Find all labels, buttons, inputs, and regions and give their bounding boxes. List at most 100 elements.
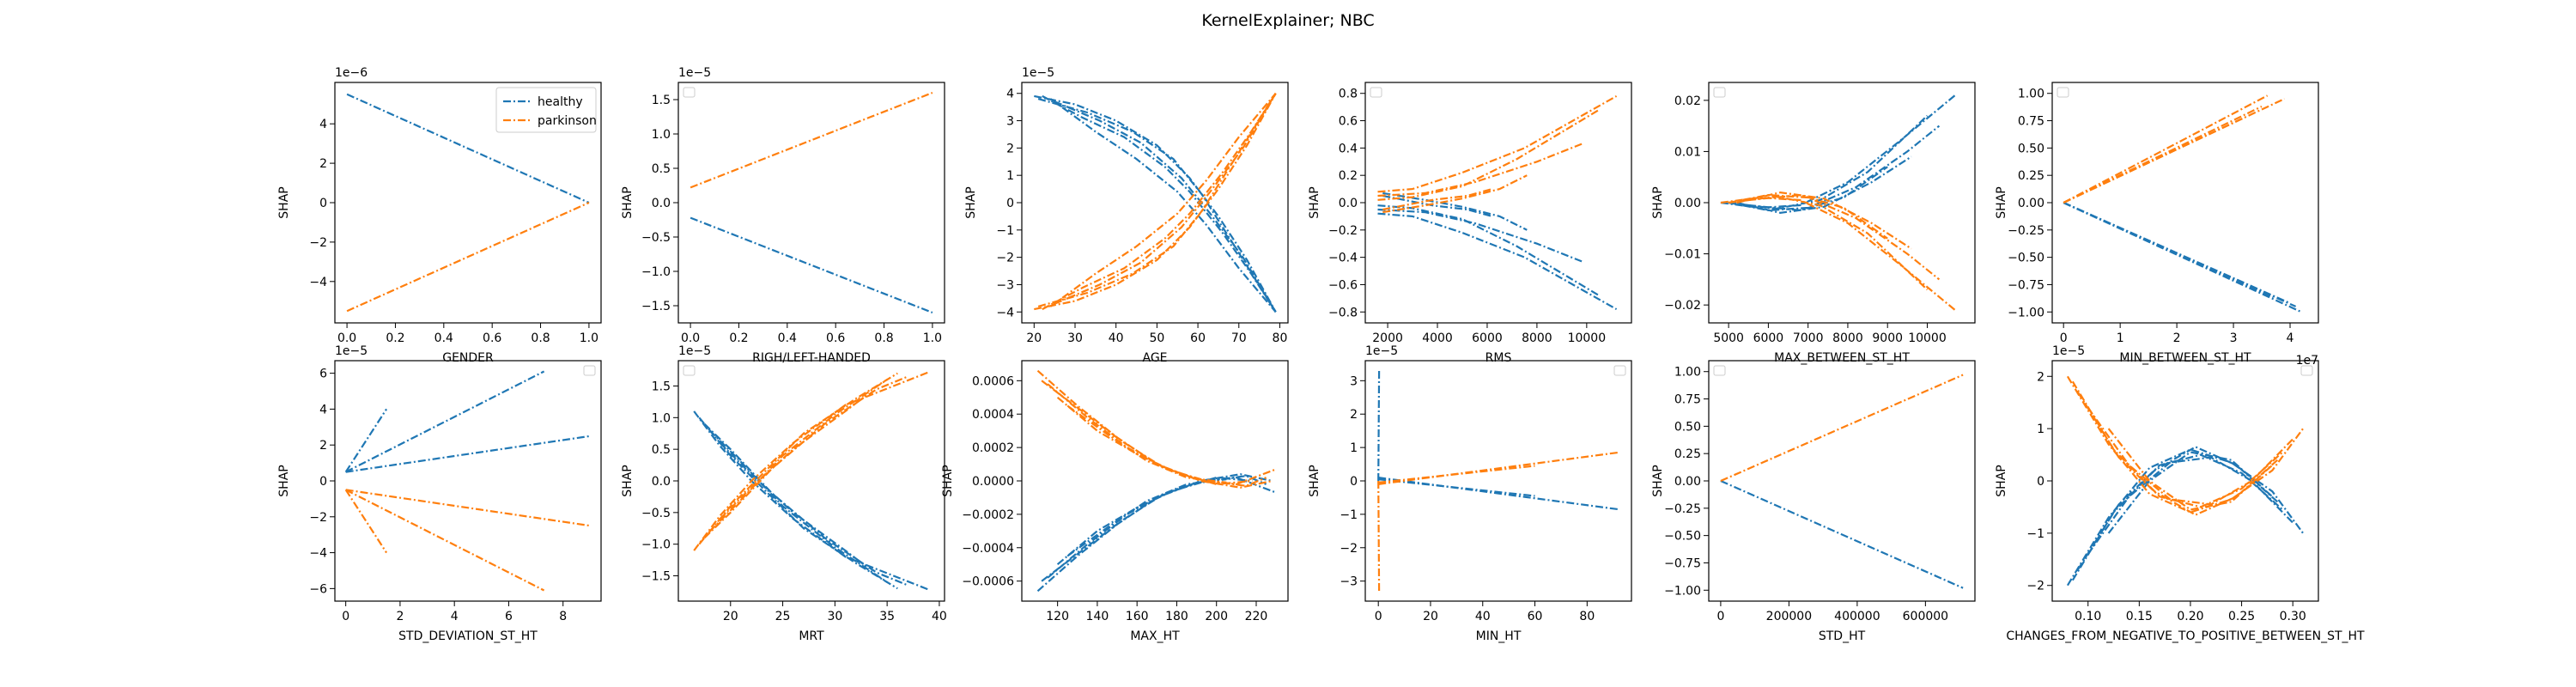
- y-tick-label: 4: [319, 118, 327, 131]
- axis-offset-label: 1e−5: [678, 344, 711, 358]
- x-tick-label: 8: [559, 610, 567, 623]
- axis-offset-label: 1e−6: [335, 66, 368, 80]
- x-tick-label: 10000: [1908, 331, 1947, 345]
- x-axis-label: RMS: [1485, 351, 1512, 365]
- x-tick-label: 1.0: [923, 331, 942, 345]
- y-tick-label: −1.0: [641, 538, 671, 552]
- x-tick-label: 70: [1231, 331, 1247, 345]
- y-tick-label: −0.0004: [962, 542, 1014, 556]
- x-tick-label: 400000: [1834, 610, 1880, 623]
- series-parkinson-line-3: [2087, 407, 2293, 506]
- y-tick-label: −1.0: [641, 265, 671, 279]
- y-axis-label: SHAP: [621, 186, 635, 218]
- series-healthy-line-4: [1054, 100, 1277, 313]
- y-tick-label: 0.5: [652, 443, 671, 457]
- series-parkinson-line-3: [1056, 396, 1253, 486]
- x-tick-label: 4: [2287, 331, 2294, 345]
- empty-legend-box: [2057, 87, 2069, 98]
- axis-offset-label: 1e−5: [1022, 66, 1054, 80]
- series-parkinson-line-4: [708, 379, 888, 532]
- series-parkinson-line-2: [698, 372, 898, 545]
- x-tick-label: 6: [505, 610, 513, 623]
- x-axis-label: MIN_HT: [1476, 629, 1522, 643]
- series-healthy-line-4: [1041, 473, 1273, 582]
- series-healthy-line-1: [344, 408, 388, 473]
- x-tick-label: 0.2: [729, 331, 748, 345]
- y-tick-label: 1: [2037, 423, 2044, 436]
- empty-legend-box: [1713, 365, 1726, 376]
- empty-legend-box: [683, 87, 696, 98]
- y-tick-label: −1.5: [641, 300, 671, 313]
- y-axis-label: SHAP: [1995, 186, 2008, 218]
- y-tick-label: 2: [1350, 408, 1358, 422]
- y-tick-label: 0.75: [1674, 393, 1701, 407]
- x-tick-label: 0.6: [826, 331, 845, 345]
- axes-frame: [2051, 82, 2319, 324]
- x-tick-label: 200000: [1766, 610, 1812, 623]
- y-tick-label: −1.00: [1664, 584, 1701, 598]
- y-tick-label: 1: [1350, 441, 1358, 455]
- y-tick-label: −2: [309, 236, 327, 250]
- plot-area: [690, 91, 933, 314]
- y-tick-label: 0.0004: [972, 408, 1014, 422]
- legend-label-parkinson: parkinson: [538, 114, 597, 128]
- plot-area: [2063, 94, 2302, 313]
- y-tick-label: −0.02: [1664, 299, 1701, 313]
- x-tick-label: 20: [1423, 610, 1438, 623]
- x-tick-label: 0.4: [434, 331, 453, 345]
- y-tick-label: 0: [1350, 475, 1358, 489]
- series-healthy-line-4: [1728, 114, 1929, 210]
- x-axis-label: CHANGES_FROM_NEGATIVE_TO_POSITIVE_BETWEE…: [2006, 629, 2365, 643]
- y-tick-label: −0.5: [641, 507, 671, 520]
- y-tick-label: 0.0: [652, 197, 671, 210]
- series-parkinson-line-1: [344, 489, 388, 554]
- x-tick-label: 0: [1716, 610, 1724, 623]
- plot-area: [1377, 370, 1619, 592]
- subplot-3: 20 30 40 50 60 70 80 −4 −3 −2 −1 0 1 2 3 4 AGE SHAP 1e−5: [964, 66, 1289, 365]
- x-tick-label: 40: [1109, 331, 1124, 345]
- axes-frame: [1708, 360, 1976, 602]
- y-axis-label: SHAP: [964, 186, 978, 218]
- empty-legend-box: [583, 365, 596, 376]
- x-tick-label: 0: [2060, 331, 2068, 345]
- y-axis-label: SHAP: [621, 465, 635, 496]
- series-parkinson-line-5: [1748, 193, 1888, 240]
- y-tick-label: −0.50: [1664, 530, 1701, 544]
- series-parkinson-line-5: [1382, 188, 1493, 211]
- x-tick-label: 2: [396, 610, 404, 623]
- plot-area: [1377, 94, 1618, 311]
- x-tick-label: 0.8: [874, 331, 893, 345]
- y-axis-label: SHAP: [1651, 186, 1665, 218]
- y-tick-label: 0.0: [652, 475, 671, 489]
- series-healthy-line-3: [345, 435, 591, 473]
- y-tick-label: −0.25: [1664, 502, 1701, 516]
- axes-frame: [677, 360, 945, 602]
- y-tick-label: −0.8: [1328, 306, 1358, 319]
- series-parkinson-line-2: [1047, 383, 1267, 487]
- x-tick-label: 20: [723, 610, 738, 623]
- y-tick-label: −0.6: [1328, 278, 1358, 292]
- y-tick-label: 0.50: [1674, 420, 1701, 434]
- x-tick-label: 0.0: [337, 331, 356, 345]
- y-tick-label: −0.01: [1664, 248, 1701, 262]
- series-parkinson-line-1: [1036, 369, 1277, 486]
- y-axis-label: SHAP: [277, 465, 291, 496]
- series-parkinson-line-1: [1720, 196, 1956, 311]
- y-tick-label: −0.5: [641, 231, 671, 245]
- series-parkinson-line-1: [346, 201, 590, 313]
- series-parkinson-line-3: [345, 489, 591, 527]
- series-parkinson-line-5: [1037, 93, 1277, 307]
- x-tick-label: 1.0: [580, 331, 598, 345]
- axes-frame: [2051, 360, 2319, 602]
- series-healthy-line-3: [1378, 478, 1535, 497]
- y-tick-label: −1: [996, 224, 1014, 238]
- x-axis-label: GENDER: [442, 351, 494, 365]
- y-tick-label: −1.5: [641, 570, 671, 584]
- x-tick-label: 2: [2173, 331, 2181, 345]
- y-axis-label: SHAP: [1651, 465, 1665, 496]
- axes-frame: [334, 360, 602, 602]
- y-tick-label: 2: [319, 157, 327, 171]
- series-parkinson-line-4: [1054, 93, 1277, 305]
- figure-title: KernelExplainer; NBC: [1201, 11, 1374, 30]
